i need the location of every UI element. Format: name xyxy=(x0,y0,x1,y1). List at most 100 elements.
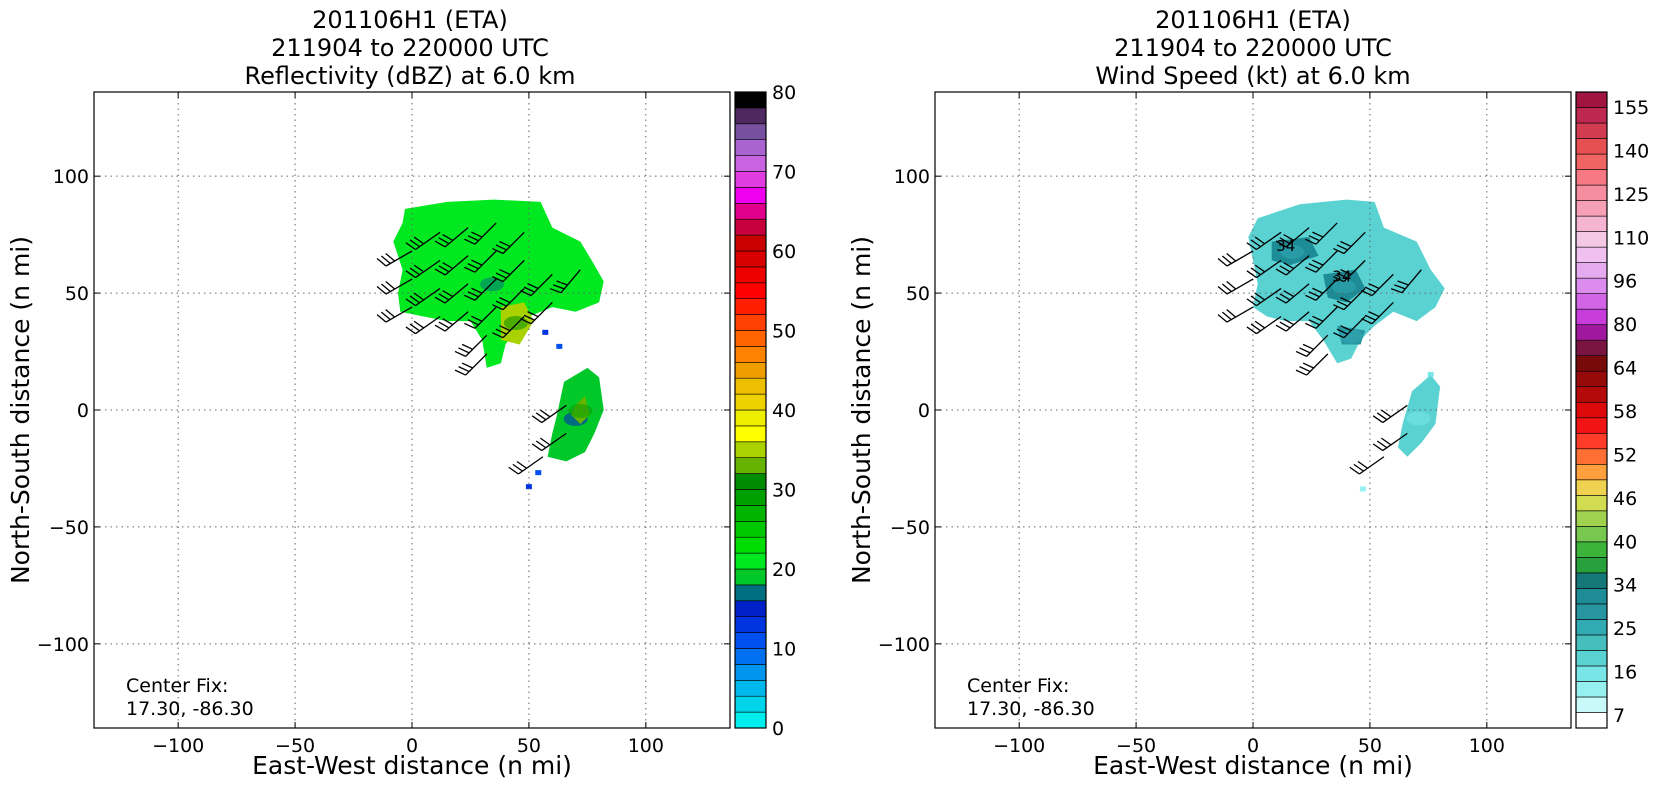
center-fix-coords: 17.30, -86.30 xyxy=(967,698,1095,720)
colorbar-swatch xyxy=(1575,619,1608,636)
colorbar-tick-label: 50 xyxy=(772,321,796,343)
y-tick-label: −50 xyxy=(49,517,89,539)
y-tick-label: 0 xyxy=(918,400,930,422)
x-tick-label: −100 xyxy=(152,735,204,757)
wind-barb xyxy=(1295,334,1329,357)
barb-feather xyxy=(471,287,483,294)
colorbar-swatch xyxy=(734,695,767,713)
barb-feather xyxy=(464,266,476,273)
barb-staff xyxy=(1306,334,1329,357)
colorbar-swatch xyxy=(734,520,767,538)
colorbar-swatch xyxy=(734,298,767,315)
colorbar-swatch xyxy=(734,505,767,522)
colorbar-tick-label: 58 xyxy=(1613,401,1637,423)
colorbar-swatch xyxy=(734,457,767,474)
barb-feather xyxy=(495,272,507,279)
chart-title-line-1: 201106H1 (ETA) xyxy=(1155,6,1351,34)
barb-feather xyxy=(1299,347,1311,354)
barb-feather xyxy=(434,296,446,304)
barb-feather xyxy=(1283,262,1295,270)
barb-feather xyxy=(1361,290,1373,297)
colorbar-swatch xyxy=(1575,712,1608,729)
barb-feather xyxy=(492,304,504,311)
y-tick-label: −100 xyxy=(37,634,89,656)
colorbar-swatch xyxy=(1575,355,1608,372)
barb-feather xyxy=(1275,268,1287,276)
barb-feather xyxy=(1283,318,1295,326)
wind-barb xyxy=(1275,283,1310,304)
barb-staff xyxy=(1315,278,1338,301)
barb-feather xyxy=(1250,323,1261,332)
colorbar-swatch xyxy=(734,187,767,204)
wind-barb xyxy=(405,259,441,279)
barb-feather xyxy=(539,437,551,446)
wind-barb xyxy=(464,278,497,301)
barb-feather xyxy=(1312,259,1324,266)
barb-feather xyxy=(531,443,543,452)
colorbar-tick-label: 110 xyxy=(1613,227,1649,249)
colorbar-swatch xyxy=(1575,696,1608,713)
wind-barb xyxy=(1295,353,1329,376)
colorbar-tick-label: 60 xyxy=(772,241,796,263)
barb-feather xyxy=(1376,412,1388,421)
y-axis-label: North-South distance (n mi) xyxy=(6,236,35,584)
colorbar-swatch xyxy=(734,155,767,172)
colorbar-tick-label: 0 xyxy=(772,718,784,740)
barb-feather xyxy=(442,318,454,326)
barb-feather xyxy=(454,350,466,357)
chart-title-line-3: Reflectivity (dBZ) at 6.0 km xyxy=(245,62,576,90)
barb-feather xyxy=(438,237,450,245)
barb-feather xyxy=(405,298,416,307)
wind-barbs xyxy=(1217,222,1422,475)
colorbar-swatch xyxy=(734,266,767,284)
barb-feather xyxy=(1250,239,1261,248)
barb-feather xyxy=(1340,268,1352,276)
barb-feather xyxy=(1312,231,1324,238)
barb-feather xyxy=(535,440,547,449)
barb-feather xyxy=(1368,311,1380,318)
grid-lines xyxy=(935,92,1571,728)
barb-feather xyxy=(1336,272,1348,279)
colorbar-swatch xyxy=(734,171,767,188)
barb-feather xyxy=(1357,460,1368,469)
barb-feather xyxy=(413,292,425,301)
x-tick-label: 100 xyxy=(1469,735,1505,757)
colorbar-swatch xyxy=(1575,495,1608,512)
barb-feather xyxy=(1336,244,1348,251)
barb-feather xyxy=(1295,350,1307,357)
barb-feather xyxy=(376,257,387,267)
axis-ticks: −100 −50 0 50 100 −100 −50 0 50 100 xyxy=(878,92,1571,757)
barb-feather xyxy=(405,270,416,279)
colorbar-swatch xyxy=(1575,308,1608,325)
wind-barb xyxy=(1333,287,1366,311)
center-fix-label: Center Fix: xyxy=(126,675,228,697)
wind-barb xyxy=(454,353,488,376)
colorbar-swatch xyxy=(734,536,767,554)
wind-barb xyxy=(1275,227,1310,248)
colorbar-swatch xyxy=(1575,246,1608,263)
barb-feather xyxy=(1221,283,1232,293)
barb-feather xyxy=(1295,369,1307,376)
colorbar-tick-label: 40 xyxy=(772,400,796,422)
wind-speed-panel: 201106H1 (ETA) 211904 to 220000 UTC Wind… xyxy=(847,6,1649,780)
colorbar-swatch xyxy=(734,632,767,649)
colorbar-swatch xyxy=(1575,588,1608,605)
wind-barb xyxy=(405,231,441,251)
grid-lines xyxy=(94,92,730,728)
barb-feather xyxy=(467,235,479,242)
colorbar-swatch xyxy=(1575,386,1608,403)
x-tick-label: 50 xyxy=(1358,735,1382,757)
barb-feather xyxy=(492,276,504,283)
contour-label: 34 xyxy=(1276,237,1295,255)
wind-barb xyxy=(1217,250,1254,267)
wind-barb xyxy=(531,404,567,424)
barb-feather xyxy=(1305,238,1317,245)
barb-feather xyxy=(1333,276,1345,283)
field-speckle xyxy=(1359,486,1366,492)
wind-barb xyxy=(1372,432,1408,452)
colorbar-swatch xyxy=(1575,665,1608,682)
barb-feather xyxy=(495,328,507,335)
barb-feather xyxy=(1299,366,1311,373)
wind-barb xyxy=(1333,316,1366,339)
